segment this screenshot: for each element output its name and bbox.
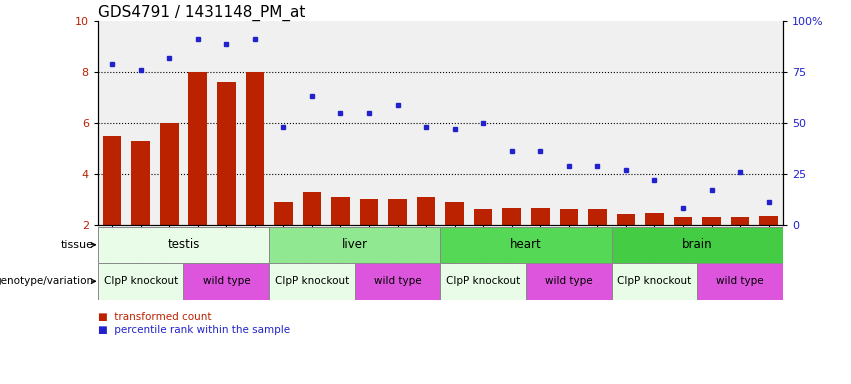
Text: testis: testis bbox=[168, 238, 200, 251]
Text: heart: heart bbox=[510, 238, 542, 251]
Bar bbox=[759, 216, 778, 225]
Text: ClpP knockout: ClpP knockout bbox=[275, 276, 349, 286]
Text: genotype/variation: genotype/variation bbox=[0, 276, 94, 286]
Bar bbox=[269, 227, 441, 263]
Bar bbox=[246, 72, 264, 225]
Text: ■  percentile rank within the sample: ■ percentile rank within the sample bbox=[98, 325, 290, 335]
Bar bbox=[355, 263, 441, 300]
Bar bbox=[441, 263, 526, 300]
Text: wild type: wild type bbox=[203, 276, 250, 286]
Bar bbox=[617, 215, 635, 225]
Bar bbox=[502, 208, 521, 225]
Text: tissue: tissue bbox=[60, 240, 94, 250]
Bar bbox=[98, 263, 184, 300]
Bar bbox=[445, 202, 464, 225]
Bar bbox=[131, 141, 150, 225]
Text: ■  transformed count: ■ transformed count bbox=[98, 312, 211, 322]
Bar bbox=[526, 263, 612, 300]
Bar bbox=[588, 209, 607, 225]
Bar bbox=[612, 263, 697, 300]
Bar bbox=[331, 197, 350, 225]
Bar bbox=[674, 217, 693, 225]
Bar bbox=[702, 217, 721, 225]
Bar bbox=[103, 136, 122, 225]
Bar bbox=[645, 213, 664, 225]
Bar bbox=[274, 202, 293, 225]
Bar bbox=[560, 209, 578, 225]
Bar bbox=[388, 199, 407, 225]
Bar bbox=[217, 82, 236, 225]
Bar bbox=[531, 208, 550, 225]
Bar bbox=[188, 72, 207, 225]
Bar bbox=[98, 227, 269, 263]
Bar bbox=[731, 217, 750, 225]
Bar bbox=[697, 263, 783, 300]
Text: wild type: wild type bbox=[717, 276, 764, 286]
Bar bbox=[441, 227, 612, 263]
Bar bbox=[360, 199, 379, 225]
Text: liver: liver bbox=[342, 238, 368, 251]
Text: wild type: wild type bbox=[545, 276, 592, 286]
Bar bbox=[303, 192, 321, 225]
Bar bbox=[160, 123, 179, 225]
Bar bbox=[184, 263, 269, 300]
Bar bbox=[269, 263, 355, 300]
Text: GDS4791 / 1431148_PM_at: GDS4791 / 1431148_PM_at bbox=[98, 5, 306, 21]
Text: ClpP knockout: ClpP knockout bbox=[104, 276, 178, 286]
Bar bbox=[474, 209, 493, 225]
Bar bbox=[612, 227, 783, 263]
Text: ClpP knockout: ClpP knockout bbox=[446, 276, 520, 286]
Text: wild type: wild type bbox=[374, 276, 421, 286]
Text: brain: brain bbox=[682, 238, 712, 251]
Bar bbox=[417, 197, 436, 225]
Text: ClpP knockout: ClpP knockout bbox=[617, 276, 692, 286]
